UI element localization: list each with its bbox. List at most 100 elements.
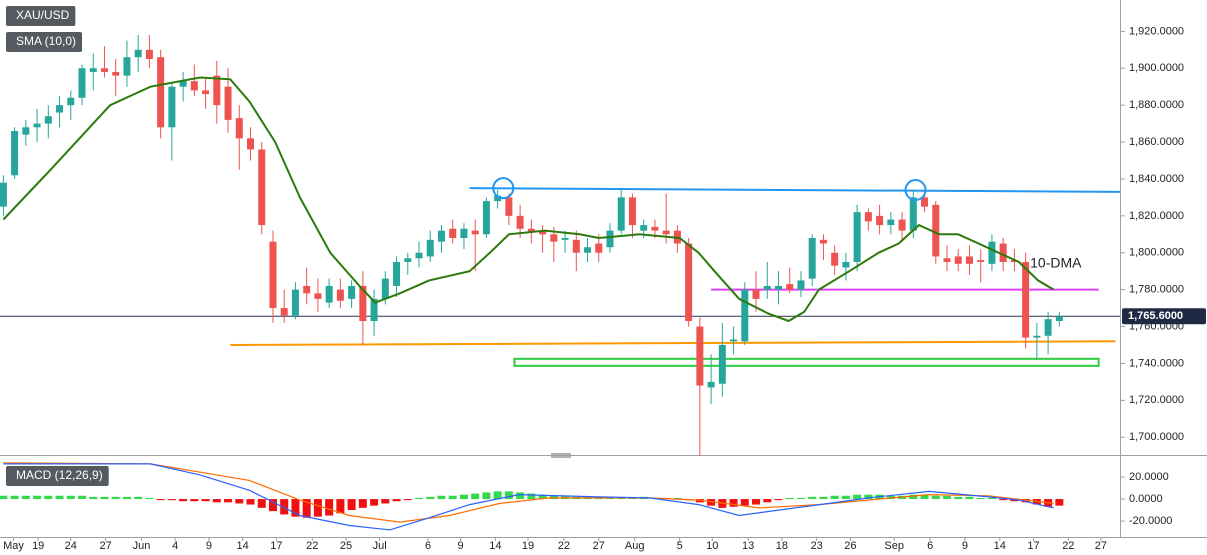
candle-body: [797, 280, 805, 290]
macd-histogram-bar: [471, 493, 480, 500]
macd-label-text: MACD (12,26,9): [16, 468, 103, 482]
candle-body: [640, 225, 648, 231]
macd-histogram-bar: [145, 497, 154, 500]
macd-histogram-bar: [482, 492, 491, 500]
last-price-tag: [1122, 308, 1206, 325]
macd-histogram-bar: [864, 494, 873, 500]
x-tick-label: 27: [593, 540, 605, 552]
macd-histogram-bar: [78, 495, 87, 500]
macd-histogram-bar: [841, 495, 850, 500]
candle-body: [628, 197, 636, 226]
x-tick-label: 17: [270, 540, 282, 552]
symbol-label: XAU/USD: [6, 6, 76, 26]
candle-body: [471, 230, 479, 235]
candle-body: [359, 285, 367, 322]
x-tick-label: 22: [558, 540, 570, 552]
macd-histogram-bar: [291, 499, 300, 517]
macd-histogram-bar: [707, 499, 716, 506]
candle-body: [988, 241, 996, 264]
symbol-label-box: [6, 6, 76, 26]
macd-histogram-bar: [774, 499, 783, 501]
macd-y-tick-label: -20.0000: [1129, 515, 1172, 527]
macd-histogram-bar: [1055, 499, 1064, 506]
candle-body: [494, 195, 502, 202]
candle-body: [965, 256, 973, 264]
x-tick-label: 27: [1095, 540, 1107, 552]
x-tick-label: 6: [425, 540, 431, 552]
x-tick-label: 27: [99, 540, 111, 552]
y-tick-label: 1,820.0000: [1129, 210, 1184, 222]
macd-histogram-bar: [190, 499, 199, 502]
y-tick-label: 1,900.0000: [1129, 62, 1184, 74]
candle-body: [606, 230, 614, 248]
x-tick-label: Jun: [133, 540, 151, 552]
macd-histogram-bar: [44, 495, 53, 500]
candle-body: [898, 219, 906, 231]
x-tick-label: 4: [172, 540, 178, 552]
candle-body: [78, 68, 86, 98]
x-tick-label: 9: [962, 540, 968, 552]
candle-body: [752, 289, 760, 299]
macd-histogram-bar: [403, 499, 412, 501]
macd-histogram-bar: [954, 496, 963, 500]
x-tick-label: 24: [65, 540, 77, 552]
x-tick-label: 5: [677, 540, 683, 552]
candle-body: [449, 228, 457, 238]
y-tick-label: 1,700.0000: [1129, 431, 1184, 443]
macd-y-tick-label: 20.0000: [1129, 471, 1169, 483]
macd-histogram-bar: [370, 499, 379, 506]
candle-body: [100, 68, 108, 72]
candle-body: [22, 127, 30, 135]
macd-histogram-bar: [179, 499, 188, 502]
candle-body: [437, 230, 445, 242]
candle-body: [864, 212, 872, 222]
macd-histogram-bar: [246, 499, 255, 505]
candle-body: [56, 105, 64, 113]
candle-body: [943, 258, 951, 262]
macd-histogram-bar: [504, 491, 513, 500]
candle-body: [258, 149, 266, 226]
macd-histogram-bar: [763, 499, 772, 503]
macd-histogram-bar: [336, 499, 345, 514]
candle-body: [134, 49, 142, 58]
pane-handle[interactable]: [551, 453, 571, 458]
macd-histogram-bar: [280, 499, 289, 515]
candle-body: [314, 293, 322, 299]
candle-body: [336, 289, 344, 301]
y-tick-label: 1,920.0000: [1129, 25, 1184, 37]
macd-histogram-bar: [538, 494, 547, 500]
macd-histogram-bar: [999, 499, 1008, 501]
macd-label-box: [6, 466, 109, 486]
macd-histogram-bar: [448, 495, 457, 500]
candle-body: [179, 81, 187, 87]
x-tick-label: 19: [522, 540, 534, 552]
x-tick-label: 19: [32, 540, 44, 552]
candle-body: [482, 201, 490, 235]
signal-line: [3, 462, 1054, 523]
macd-histogram-bar: [516, 492, 525, 500]
candle-body: [876, 215, 884, 226]
candle-body: [718, 344, 726, 384]
candle-body: [584, 247, 592, 253]
macd-histogram-bar: [830, 495, 839, 500]
candle-body: [707, 381, 715, 388]
macd-histogram-bar: [943, 495, 952, 500]
x-tick-label: 9: [458, 540, 464, 552]
x-tick-label: Jul: [373, 540, 387, 552]
macd-histogram-bar: [66, 495, 75, 500]
candle-body: [527, 228, 535, 233]
candle-body: [247, 138, 255, 150]
candle-body: [595, 243, 603, 253]
x-tick-label: 6: [927, 540, 933, 552]
macd-histogram-bar: [224, 499, 233, 503]
macd-histogram-bar: [134, 496, 143, 500]
candle-body: [460, 228, 468, 238]
x-tick-label: 13: [742, 540, 754, 552]
candle-body: [1033, 335, 1041, 338]
macd-histogram-bar: [235, 499, 244, 504]
x-tick-label: Sep: [884, 540, 904, 552]
macd-histogram-bar: [122, 496, 131, 500]
x-tick-label: 18: [776, 540, 788, 552]
macd-histogram-bar: [201, 499, 210, 502]
candle-body: [977, 260, 985, 262]
